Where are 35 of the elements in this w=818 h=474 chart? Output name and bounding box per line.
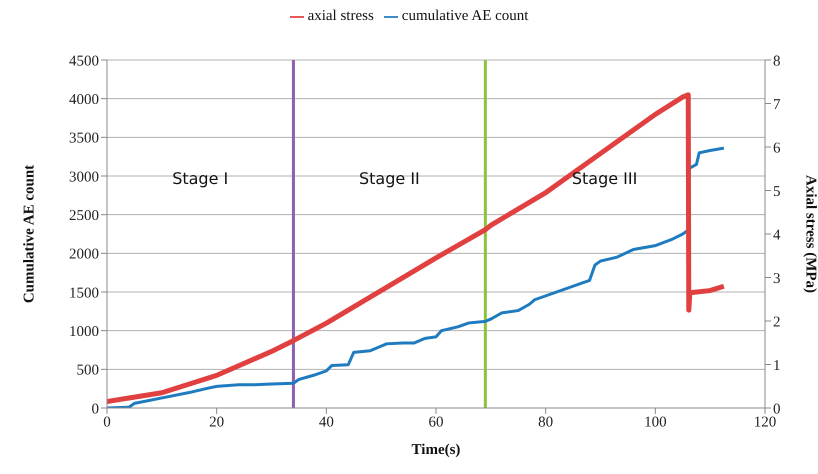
x-tick-label: 80 [538,414,554,431]
y2-tick-label: 3 [773,270,780,287]
y-tick-label: 2000 [69,246,99,263]
y-tick-label: 1500 [69,285,99,302]
x-tick-label: 40 [318,414,334,431]
y-tick-label: 0 [92,401,99,418]
y2-tick-label: 7 [773,96,781,113]
y-tick-label: 4000 [69,92,99,108]
y2-tick-label: 6 [773,140,781,156]
y-tick-label: 2500 [69,208,99,224]
y2-tick-label: 2 [773,314,780,330]
annotation: Stage III [572,169,638,188]
x-tick-label: 100 [644,414,667,431]
x-tick-label: 120 [754,414,776,431]
x-tick-label: 60 [428,414,444,431]
legend-label: axial stress [308,8,374,24]
annotation: Stage II [359,169,420,188]
y-axis-title: Cumulative AE count [21,164,38,304]
y-tick-label: 1000 [69,324,99,340]
y2-tick-label: 1 [773,358,780,374]
y2-tick-label: 0 [773,401,780,418]
y-tick-label: 3500 [69,130,99,147]
x-axis-title: Time(s) [412,442,460,458]
y2-tick-label: 8 [773,53,780,70]
legend-label: cumulative AE count [402,8,528,24]
y2-axis-title: Axial stress (MPa) [802,174,818,294]
y-tick-label: 500 [76,362,99,379]
y-tick-label: 3000 [69,169,99,186]
x-tick-label: 20 [209,414,224,431]
y-tick-label: 4500 [69,53,99,70]
annotation: Stage I [172,169,228,188]
y2-tick-label: 5 [773,184,780,200]
line-series [107,146,726,408]
x-tick-label: 0 [103,414,111,431]
y2-tick-label: 4 [773,227,781,244]
